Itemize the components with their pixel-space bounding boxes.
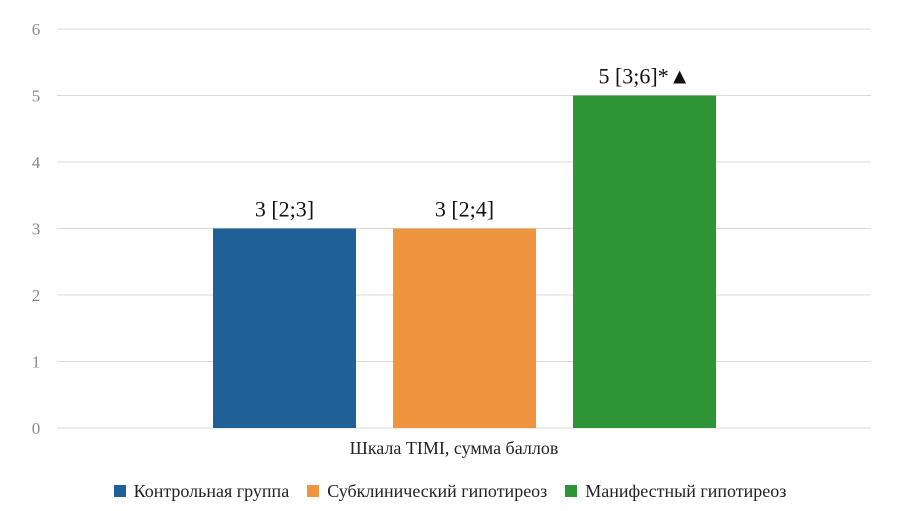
y-axis-ticks: 0 1 2 3 4 5 6 — [32, 20, 41, 438]
y-tick-label: 6 — [32, 20, 41, 39]
legend-label: Субклинический гипотиреоз — [327, 480, 548, 501]
legend-swatch — [565, 485, 578, 497]
legend-label: Контрольная группа — [133, 480, 290, 501]
legend-item: Манифестный гипотиреоз — [565, 481, 786, 502]
bar-1 — [213, 228, 356, 428]
y-tick-label: 5 — [32, 87, 41, 106]
bars — [213, 95, 716, 428]
bar-data-label: 5 [3;6]*▲ — [598, 64, 690, 89]
bar-2 — [393, 228, 536, 428]
data-labels: 3 [2;3] 3 [2;4] 5 [3;6]*▲ — [255, 64, 691, 222]
legend-item: Субклинический гипотиреоз — [307, 481, 547, 502]
bar-data-label: 3 [2;4] — [435, 197, 494, 222]
y-tick-label: 3 — [32, 220, 41, 239]
legend-item: Контрольная группа — [113, 480, 290, 502]
legend-swatch — [113, 485, 126, 497]
y-tick-label: 2 — [32, 286, 41, 305]
legend-label: Манифестный гипотиреоз — [585, 480, 787, 501]
legend: Контрольная группа Субклинический гипотир… — [0, 476, 900, 506]
bar-data-label: 3 [2;3] — [255, 197, 314, 222]
legend-swatch — [307, 485, 320, 497]
y-tick-label: 4 — [32, 153, 41, 172]
y-tick-label: 1 — [32, 353, 41, 372]
bar-3 — [573, 95, 716, 428]
x-axis-label: Шкала TIMI, сумма баллов — [350, 438, 559, 458]
y-tick-label: 0 — [32, 419, 41, 438]
